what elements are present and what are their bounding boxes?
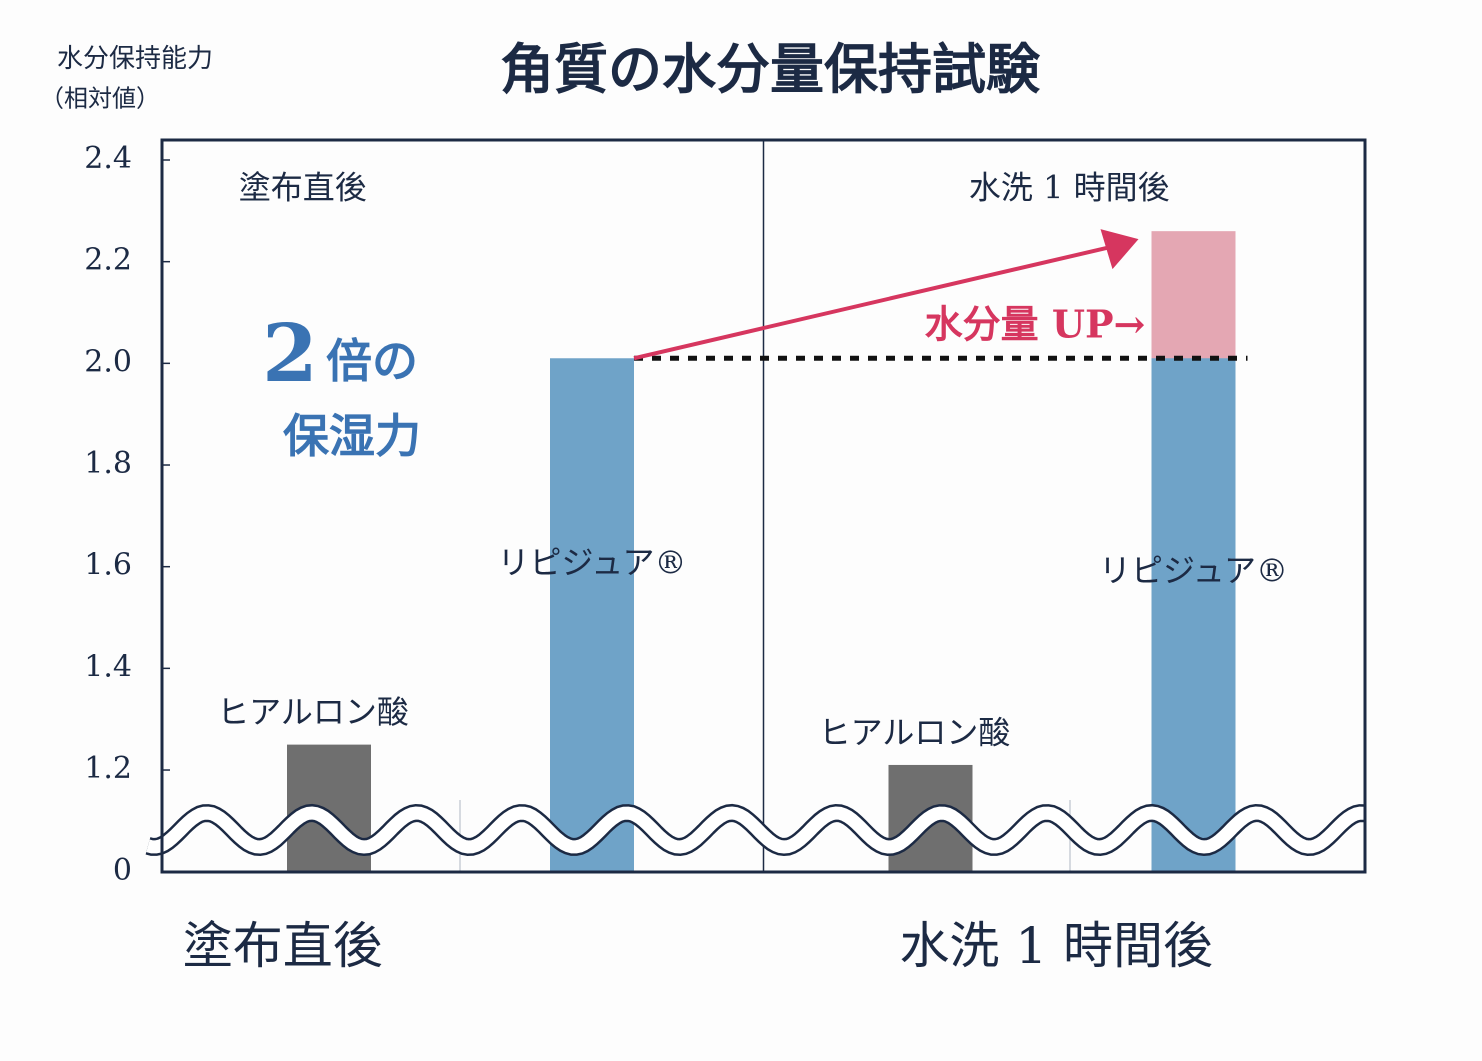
y-tick-label: 2.4: [84, 141, 132, 176]
increase-label: 水分量 UP→: [925, 302, 1146, 347]
y-axis-label: 水分保持能力: [57, 44, 213, 74]
y-tick-label: 2.2: [84, 243, 132, 278]
arrow-shaft: [633, 243, 1119, 361]
series-label: リピジュア®: [1099, 552, 1288, 590]
y-tick-label: 0: [113, 853, 132, 888]
y-tick-label: 1.2: [84, 751, 132, 786]
arrow-head: [1100, 229, 1139, 270]
y-tick-label: 2.0: [84, 344, 132, 379]
highlight-number: 2: [262, 306, 318, 400]
bar: [550, 358, 634, 872]
highlight-text: 倍の: [326, 334, 418, 388]
panel-label: 塗布直後: [239, 169, 367, 207]
x-tick-label: 塗布直後: [183, 917, 383, 975]
axis-break: [146, 806, 1365, 854]
bar-base: [1151, 358, 1236, 872]
y-axis-label: （相対値）: [40, 85, 160, 113]
y-tick-label: 1.4: [84, 649, 132, 684]
series-label: リピジュア®: [497, 544, 686, 582]
highlight-text: 保湿力: [283, 409, 421, 463]
y-tick-label: 1.8: [84, 446, 132, 481]
x-tick-label: 水洗 1 時間後: [899, 917, 1213, 975]
y-tick-label: 1.6: [84, 548, 132, 583]
chart-title: 角質の水分量保持試験: [500, 37, 1041, 101]
panel-label: 水洗 1 時間後: [969, 169, 1170, 207]
plot-frame: [160, 138, 1367, 874]
series-label: ヒアルロン酸: [819, 713, 1011, 751]
series-label: ヒアルロン酸: [217, 693, 409, 731]
